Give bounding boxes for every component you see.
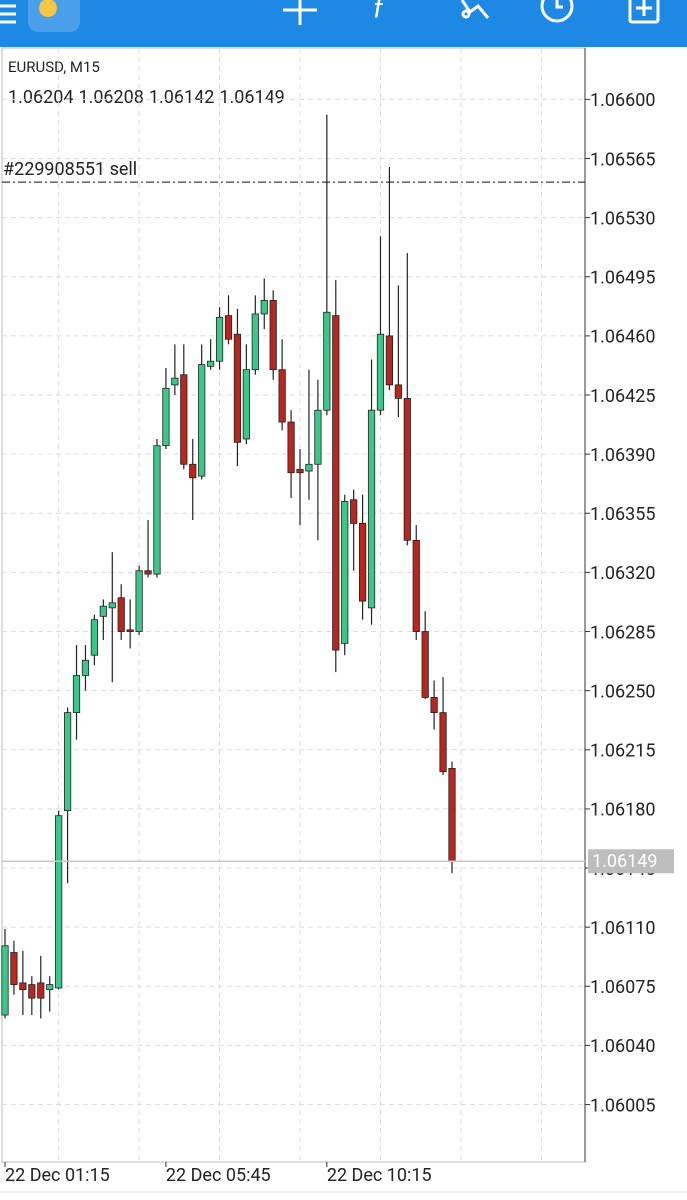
candle-body <box>376 333 385 411</box>
candle-body <box>421 631 429 698</box>
candle-body <box>251 313 259 371</box>
candle-body <box>63 712 72 812</box>
candle-body <box>99 605 107 617</box>
candle-body <box>126 629 134 632</box>
candle-body <box>215 316 224 362</box>
candle-body <box>162 387 170 447</box>
candle-body <box>90 619 98 656</box>
ohlc-open: 1.06204 <box>8 87 73 108</box>
timeframe-icon[interactable] <box>540 0 574 23</box>
candle-body <box>55 815 63 989</box>
x-tick-label: 22 Dec 10:15 <box>327 1165 432 1186</box>
candle-body <box>224 315 233 340</box>
candle-body <box>198 364 206 477</box>
candle-body <box>350 499 358 524</box>
y-tick-label: 1.06355 <box>590 504 655 525</box>
candle-body <box>430 697 438 714</box>
candle-body <box>305 463 313 472</box>
y-tick-label: 1.06425 <box>590 386 655 407</box>
ohlc-high: 1.06208 <box>78 87 143 108</box>
candle-body <box>207 360 215 367</box>
candle-body <box>144 570 152 575</box>
candle-body <box>314 409 322 465</box>
order-label: #229908551 sell <box>3 159 137 180</box>
y-tick-label: 1.06285 <box>590 622 655 643</box>
candle-body <box>260 300 268 315</box>
candle-body <box>296 468 304 474</box>
menu-icon[interactable] <box>0 4 16 24</box>
x-tick-label: 22 Dec 01:15 <box>5 1165 110 1186</box>
y-tick-label: 1.06005 <box>590 1095 655 1116</box>
y-tick-label: 1.06180 <box>590 800 655 821</box>
y-tick-label: 1.06250 <box>590 681 655 702</box>
candle-body <box>28 984 36 999</box>
y-tick-label: 1.06460 <box>590 327 655 348</box>
indicators-icon[interactable]: f <box>373 0 385 24</box>
crosshair-icon[interactable] <box>283 0 317 25</box>
candle-body <box>108 602 116 609</box>
candle-body <box>403 397 411 541</box>
y-tick-label: 1.06495 <box>590 268 655 289</box>
y-tick-label: 1.06390 <box>590 445 655 466</box>
candle-body <box>358 523 367 602</box>
candle-body <box>81 659 90 676</box>
current-price-label: 1.06149 <box>592 851 657 872</box>
candle-body <box>278 369 286 423</box>
y-tick-label: 1.06215 <box>590 741 655 762</box>
candle-body <box>367 409 376 609</box>
x-tick-label: 22 Dec 05:45 <box>166 1165 271 1186</box>
candle-body <box>269 300 277 371</box>
candle-body <box>46 984 54 991</box>
logo-mark <box>39 0 57 17</box>
plot <box>1 48 585 1162</box>
candle-body <box>135 570 143 632</box>
candle-body <box>189 463 197 479</box>
candle-body <box>153 445 161 575</box>
candle-body <box>287 421 295 474</box>
candle-body <box>394 384 402 399</box>
candle-body <box>180 374 188 465</box>
candle-body <box>171 377 179 386</box>
candle-body <box>37 982 45 999</box>
candle-body <box>233 333 242 443</box>
new-order-icon[interactable] <box>628 0 660 24</box>
plot-frame <box>1 47 586 1163</box>
candle-body <box>10 952 18 986</box>
ohlc-header: 1.06204 1.06208 1.06142 1.06149 <box>8 87 285 108</box>
candle-body <box>332 315 340 651</box>
symbol-label: EURUSD, M15 <box>8 58 100 76</box>
current-price-box <box>588 849 674 874</box>
candle-body <box>448 767 456 862</box>
candle-body <box>341 501 349 644</box>
y-tick-label: 1.06040 <box>590 1036 655 1057</box>
ohlc-close: 1.06149 <box>219 87 284 108</box>
y-tick-label: 1.06110 <box>590 918 655 939</box>
candle-body <box>242 369 250 440</box>
objects-icon[interactable] <box>460 0 490 19</box>
candle-body <box>117 597 125 632</box>
candle-body <box>412 539 420 632</box>
candle-body <box>1 945 9 1016</box>
y-tick-label: 1.06075 <box>590 977 655 998</box>
y-tick-label: 1.06320 <box>590 563 655 584</box>
candle-body <box>323 311 331 411</box>
y-tick-label: 1.06565 <box>590 149 655 170</box>
y-tick-label: 1.06530 <box>590 208 655 229</box>
toolbar <box>0 0 687 47</box>
candle-body <box>385 335 394 386</box>
candle-body <box>72 675 81 714</box>
candle-body <box>19 982 27 991</box>
ohlc-low: 1.06142 <box>149 87 214 108</box>
candle-body <box>439 712 447 773</box>
y-tick-label: 1.06600 <box>590 90 655 111</box>
